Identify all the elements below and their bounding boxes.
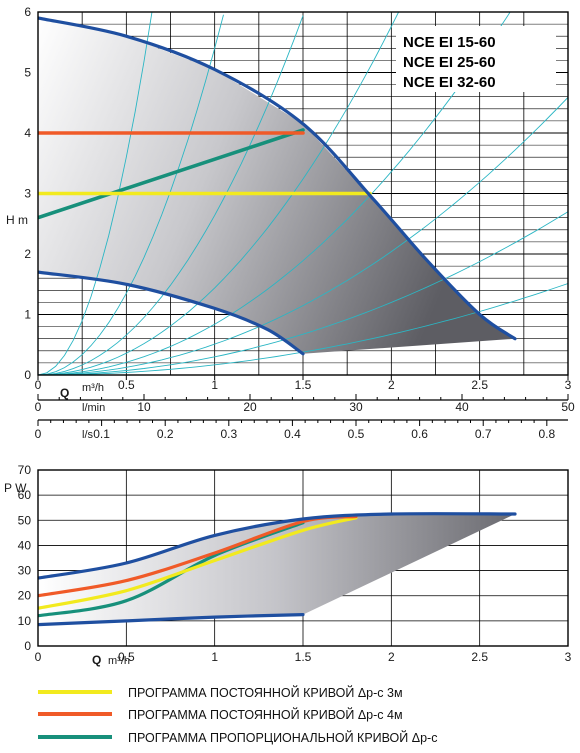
ls-tick: 0.2 <box>157 427 174 441</box>
head-x-tick: 2 <box>388 378 395 392</box>
head-curve-proportional <box>38 128 305 220</box>
power-x-tick: 2 <box>388 650 395 664</box>
legend-label-1: ПРОГРАММА ПОСТОЯННОЙ КРИВОЙ Δр-с 3м <box>128 685 403 700</box>
head-y-tick: 0 <box>24 368 31 382</box>
power-x-tick: 2.5 <box>471 650 488 664</box>
legend-label-2: ПРОГРАММА ПОСТОЯННОЙ КРИВОЙ Δр-с 4м <box>128 707 403 722</box>
power-y-tick: 30 <box>18 564 32 578</box>
power-curve-min <box>38 613 305 627</box>
head-x-tick-labels: 0 0.5 1 1.5 2 2.5 3 <box>35 375 572 392</box>
system-curve <box>38 96 568 375</box>
ls-axis-unit: l/s <box>82 429 94 441</box>
power-y-axis-label: P W <box>4 481 27 495</box>
power-y-tick: 10 <box>18 614 32 628</box>
ls-tick: 0.5 <box>348 427 365 441</box>
power-curve-max <box>38 512 517 580</box>
power-x-tick: 1.5 <box>295 650 312 664</box>
ls-tick: 0.8 <box>538 427 555 441</box>
head-chart: 0 1 2 3 4 5 6 H m NCE EI 15-60 NCE EI 25-60 NC… <box>6 5 575 441</box>
system-curve <box>38 12 511 375</box>
lmin-tick: 10 <box>137 400 151 414</box>
system-curve <box>38 211 568 375</box>
head-y-tick-labels: 0 1 2 3 4 5 6 <box>24 5 31 382</box>
head-curve-min <box>38 270 305 356</box>
power-curve-const-3m <box>38 516 358 610</box>
power-y-tick: 40 <box>18 538 32 552</box>
system-curve <box>38 12 400 375</box>
power-chart: 0 10 20 30 40 50 60 70 P W 0 0.5 1 1.5 2 2.5 3 Q m³/h <box>4 463 572 667</box>
power-x-tick: 1 <box>211 650 218 664</box>
head-x-axis-q: Q <box>60 386 69 400</box>
lmin-tick: 30 <box>349 400 363 414</box>
power-x-tick-labels: 0 0.5 1 1.5 2 2.5 3 <box>35 650 572 664</box>
lmin-axis-unit: l/min <box>82 402 105 414</box>
head-y-tick: 5 <box>24 66 31 80</box>
system-curves <box>38 12 568 375</box>
head-operating-envelope <box>38 18 515 354</box>
power-y-tick: 50 <box>18 513 32 527</box>
ls-tick: 0.6 <box>411 427 428 441</box>
head-models-box: NCE EI 15-60 NCE EI 25-60 NCE EI 32-60 <box>396 26 556 92</box>
power-plot-frame <box>37 469 569 647</box>
ls-tick: 0.7 <box>475 427 492 441</box>
head-x-tick: 3 <box>565 378 572 392</box>
head-curve-max <box>38 16 517 341</box>
power-operating-envelope <box>38 514 515 625</box>
lmin-tick: 50 <box>561 400 575 414</box>
head-x-tick: 2.5 <box>471 378 488 392</box>
legend-label-3: ПРОГРАММА ПРОПОРЦИОНАЛЬНОЙ КРИВОЙ Δр-с <box>128 730 437 745</box>
lmin-axis: 0 10 20 30 40 50 l/min <box>35 394 575 414</box>
head-y-tick: 6 <box>24 5 31 19</box>
head-x-tick: 1 <box>211 378 218 392</box>
power-y-tick-labels: 0 10 20 30 40 50 60 70 <box>18 463 32 653</box>
lmin-tick: 40 <box>455 400 469 414</box>
ls-tick: 0 <box>35 427 42 441</box>
power-x-axis-q: Q <box>92 653 101 667</box>
head-y-axis-label: H m <box>6 213 28 227</box>
head-y-tick: 2 <box>24 247 31 261</box>
lmin-tick: 20 <box>243 400 257 414</box>
system-curve <box>38 283 568 375</box>
power-series <box>38 512 517 627</box>
power-y-tick: 20 <box>18 589 32 603</box>
models-box-bg <box>396 26 556 92</box>
legend: ПРОГРАММА ПОСТОЯННОЙ КРИВОЙ Δр-с 3м ПРОГ… <box>38 685 437 745</box>
head-y-tick: 4 <box>24 126 31 140</box>
head-y-tick: 3 <box>24 187 31 201</box>
head-series <box>38 16 517 356</box>
ls-tick: 0.1 <box>93 427 110 441</box>
ls-tick: 0.4 <box>284 427 301 441</box>
ls-axis: 0 0.1 0.2 0.3 0.4 0.5 0.6 0.7 0.8 l/s <box>35 419 568 441</box>
head-x-axis-unit: m³/h <box>82 382 104 394</box>
model-label-1: NCE EI 15-60 <box>403 34 496 51</box>
power-x-tick: 0 <box>35 650 42 664</box>
head-x-tick: 1.5 <box>295 378 312 392</box>
head-y-tick: 1 <box>24 308 31 322</box>
power-y-tick: 70 <box>18 463 32 477</box>
system-curve <box>38 15 304 375</box>
lmin-tick: 0 <box>35 400 42 414</box>
model-label-3: NCE EI 32-60 <box>403 74 496 91</box>
head-x-tick: 0.5 <box>118 378 135 392</box>
power-x-axis-unit: m³/h <box>108 655 130 667</box>
power-x-tick: 0.5 <box>118 650 135 664</box>
system-curve <box>38 12 153 375</box>
model-label-2: NCE EI 25-60 <box>403 54 496 71</box>
ls-tick: 0.3 <box>220 427 237 441</box>
power-y-tick: 0 <box>24 639 31 653</box>
head-x-tick: 0 <box>35 378 42 392</box>
power-y-tick: 60 <box>18 488 32 502</box>
power-x-tick: 3 <box>565 650 572 664</box>
